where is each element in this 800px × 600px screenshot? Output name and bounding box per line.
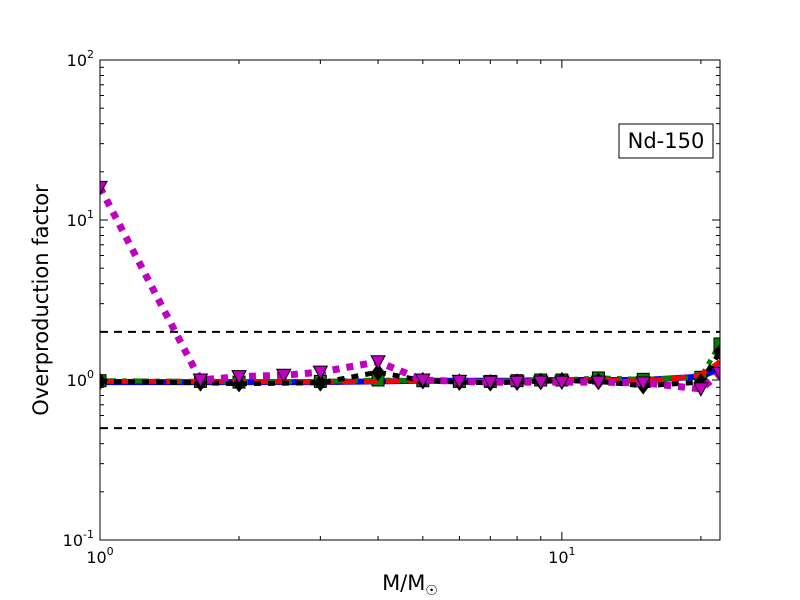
- y-axis-label: Overproduction factor: [29, 184, 53, 416]
- data-point: [693, 382, 709, 397]
- series-5: [100, 180, 720, 397]
- data-point: [554, 375, 570, 391]
- data-point: [312, 365, 329, 381]
- data-point: [590, 375, 607, 391]
- x-axis-label-main: M/M: [382, 571, 425, 595]
- tick-base: 10: [67, 51, 87, 70]
- data-point: [509, 375, 525, 391]
- tick-exponent: 1: [569, 545, 576, 558]
- tick-exponent: 0: [107, 545, 114, 558]
- tick-label: 101: [548, 545, 575, 567]
- tick-exponent: 0: [87, 368, 94, 381]
- tick-label: 10-1: [63, 528, 94, 550]
- tick-label: 101: [67, 208, 94, 230]
- series-line: [100, 185, 720, 393]
- tick-label: 100: [86, 545, 113, 567]
- tick-label: 102: [67, 48, 94, 70]
- data-point: [100, 372, 107, 391]
- series-layer: [100, 180, 720, 397]
- tick-exponent: 2: [87, 48, 94, 61]
- reference-lines: [100, 330, 720, 430]
- plot-frame: [99, 59, 721, 541]
- data-point: [313, 374, 327, 392]
- data-point: [370, 355, 386, 370]
- annotation-frame: [618, 123, 714, 159]
- data-point: [192, 373, 209, 389]
- data-point: [100, 180, 108, 196]
- data-point: [532, 375, 549, 391]
- tick-base: 10: [63, 531, 83, 550]
- x-axis-label-subscript: ☉: [425, 583, 438, 599]
- data-point: [275, 368, 292, 384]
- data-point: [451, 374, 468, 390]
- data-point: [712, 366, 720, 382]
- tick-label: 100: [67, 368, 94, 390]
- data-point: [414, 373, 431, 389]
- data-point: [231, 370, 247, 385]
- x-axis-label: M/M☉: [382, 571, 438, 599]
- annotation-box: Nd-150: [618, 123, 714, 159]
- data-point: [713, 337, 720, 351]
- data-point: [635, 376, 652, 391]
- tick-base: 10: [548, 548, 568, 567]
- annotation-label: Nd-150: [628, 129, 705, 153]
- tick-base: 10: [86, 548, 106, 567]
- data-point: [371, 363, 385, 381]
- tick-base: 10: [67, 371, 87, 390]
- tick-base: 10: [67, 211, 87, 230]
- data-point: [713, 342, 720, 361]
- tick-exponent: 1: [87, 208, 94, 221]
- tick-exponent: -1: [83, 528, 94, 541]
- data-point: [482, 375, 499, 391]
